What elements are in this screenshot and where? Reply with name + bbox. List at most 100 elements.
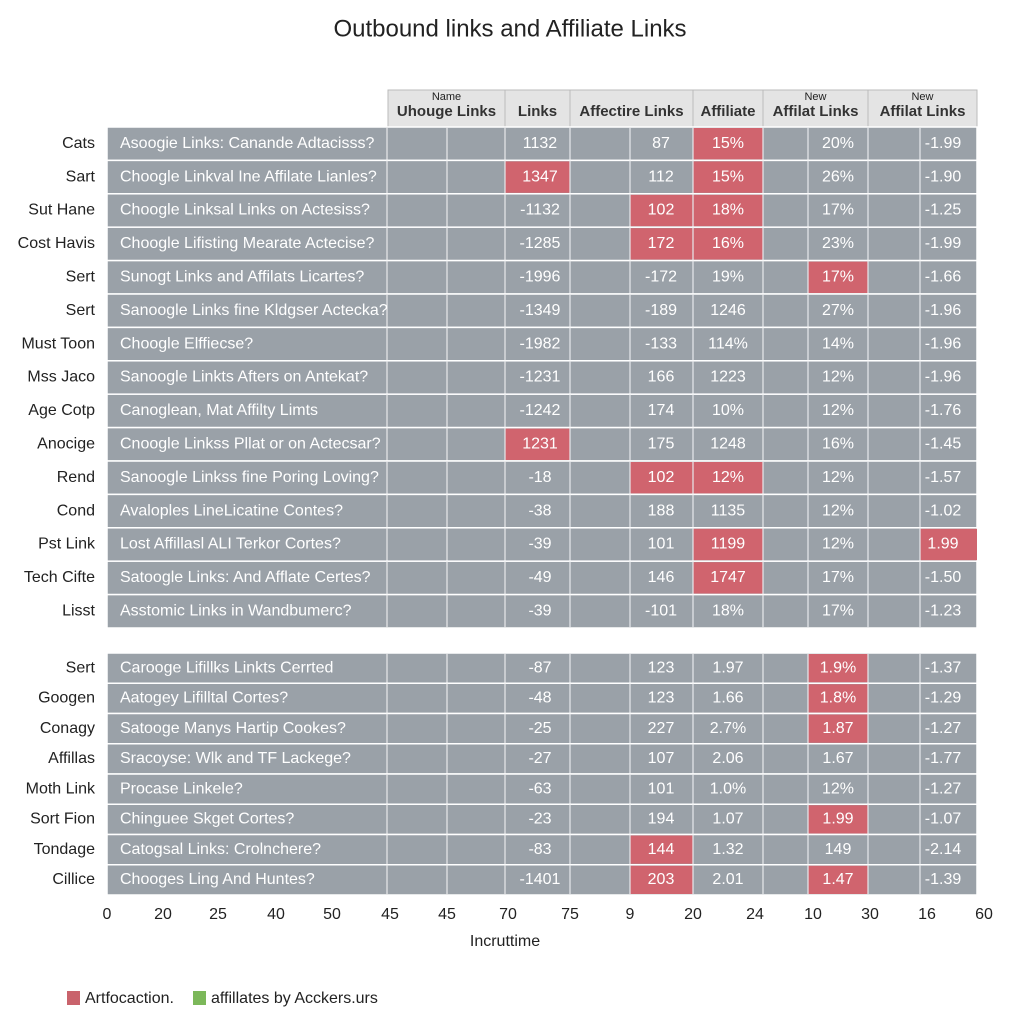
cell-value: 1.67 bbox=[822, 750, 853, 767]
row bbox=[106, 226, 978, 262]
row-label: Cost Havis bbox=[18, 235, 95, 252]
cell-value: 1223 bbox=[710, 369, 746, 386]
cell-value: 26% bbox=[822, 168, 854, 185]
highlight-cell bbox=[920, 528, 977, 561]
legend-label: Artfocaction. bbox=[85, 990, 174, 1007]
cell-value: 123 bbox=[648, 690, 675, 707]
cell-value: -39 bbox=[528, 536, 551, 553]
cell-value: 166 bbox=[648, 369, 675, 386]
cell-value: 175 bbox=[648, 436, 675, 453]
axis-tick-label: 20 bbox=[154, 906, 172, 923]
cell-text: Carooge Lifillks Linkts Cerrted bbox=[120, 659, 333, 676]
row-label: Sart bbox=[66, 168, 96, 185]
cell-value: 12% bbox=[712, 469, 744, 486]
cell-value: 1.97 bbox=[712, 659, 743, 676]
row bbox=[106, 393, 978, 429]
highlight-cell bbox=[808, 865, 868, 894]
cell-value: 146 bbox=[648, 569, 675, 586]
cell-value: 87 bbox=[652, 135, 670, 152]
cell-value: -83 bbox=[528, 841, 551, 858]
header-top: New bbox=[911, 91, 933, 103]
axis-tick-label: 50 bbox=[323, 906, 341, 923]
cell-text: Asoogie Links: Canande Adtacisss? bbox=[120, 135, 374, 152]
cell-value: -1.02 bbox=[925, 502, 962, 519]
cell-value: 1231 bbox=[522, 436, 558, 453]
cell-value: 12% bbox=[822, 369, 854, 386]
axis-tick-label: 25 bbox=[209, 906, 227, 923]
axis-tick-label: 45 bbox=[438, 906, 456, 923]
cell-value: 1.9% bbox=[820, 659, 856, 676]
axis-tick-label: 70 bbox=[499, 906, 517, 923]
cell-value: -1.39 bbox=[925, 871, 962, 888]
row-label: Googen bbox=[38, 690, 95, 707]
cell-value: 194 bbox=[648, 811, 675, 828]
axis-tick-label: 0 bbox=[103, 906, 112, 923]
cell-value: -18 bbox=[528, 469, 551, 486]
row-label: Anocige bbox=[37, 436, 95, 453]
cell-value: 2.7% bbox=[710, 720, 746, 737]
cell-text: Asstomic Links in Wandbumerc? bbox=[120, 603, 352, 620]
highlight-cell bbox=[630, 835, 693, 864]
cell-value: -189 bbox=[645, 302, 677, 319]
cell-value: -27 bbox=[528, 750, 551, 767]
cell-value: -87 bbox=[528, 659, 551, 676]
cell-value: 227 bbox=[648, 720, 675, 737]
cell-value: 12% bbox=[822, 536, 854, 553]
row bbox=[106, 326, 978, 362]
title: Outbound links and Affiliate Links bbox=[333, 15, 686, 42]
cell-text: Sracoyse: Wlk and TF Lackege? bbox=[120, 750, 351, 767]
highlight-cell bbox=[808, 714, 868, 743]
row-label: Conagy bbox=[40, 720, 95, 737]
row-label: Tech Cifte bbox=[24, 569, 95, 586]
cell-text: Satoogle Links: And Afflate Certes? bbox=[120, 569, 371, 586]
row-label: Cond bbox=[57, 502, 95, 519]
cell-value: -1231 bbox=[520, 369, 561, 386]
row bbox=[106, 593, 978, 629]
axis-tick-label: 20 bbox=[684, 906, 702, 923]
cell-text: Choogle Linkval Ine Affilate Lianles? bbox=[120, 168, 377, 185]
cell-value: -1.57 bbox=[925, 469, 962, 486]
row-label: Cats bbox=[62, 135, 95, 152]
highlight-cell bbox=[693, 161, 763, 193]
row-label: Tondage bbox=[34, 841, 95, 858]
header-label: Affiliate bbox=[700, 103, 755, 120]
cell-value: 17% bbox=[822, 569, 854, 586]
row bbox=[106, 833, 978, 866]
highlight-cell bbox=[693, 562, 763, 594]
highlight-cell bbox=[505, 161, 570, 193]
cell-text: Sanoogle Links fine Kldgser Actecka? bbox=[120, 302, 388, 319]
row-label: Rend bbox=[57, 469, 95, 486]
row bbox=[106, 560, 978, 596]
cell-value: 12% bbox=[822, 780, 854, 797]
row-label: Mss Jaco bbox=[27, 369, 95, 386]
row-label: Sort Fion bbox=[30, 811, 95, 828]
cell-value: 19% bbox=[712, 269, 744, 286]
cell-text: Choogle Linksal Links on Actesiss? bbox=[120, 202, 370, 219]
cell-value: 1199 bbox=[711, 536, 746, 553]
header-top: New bbox=[804, 91, 826, 103]
cell-text: Avaloples LineLicatine Contes? bbox=[120, 502, 343, 519]
cell-value: -48 bbox=[528, 690, 551, 707]
axis-tick-label: 9 bbox=[626, 906, 635, 923]
cell-value: -1401 bbox=[520, 871, 561, 888]
cell-value: 1347 bbox=[522, 168, 558, 185]
header-label: Uhouge Links bbox=[397, 103, 496, 120]
cell-value: -1.99 bbox=[925, 135, 962, 152]
cell-value: -101 bbox=[645, 603, 677, 620]
row-label: Affillas bbox=[48, 750, 95, 767]
header-label: Affilat Links bbox=[880, 103, 966, 120]
cell-value: 17% bbox=[822, 202, 854, 219]
cell-value: 102 bbox=[648, 202, 675, 219]
cell-value: 1.87 bbox=[822, 720, 853, 737]
row-label: Cillice bbox=[52, 871, 95, 888]
cell-value: 17% bbox=[822, 269, 854, 286]
highlight-cell bbox=[630, 228, 693, 260]
cell-value: 123 bbox=[648, 659, 675, 676]
legend-swatch bbox=[193, 991, 206, 1005]
cell-value: 16% bbox=[712, 235, 744, 252]
row bbox=[106, 743, 978, 775]
cell-value: 2.01 bbox=[712, 871, 743, 888]
cell-value: 1.8% bbox=[820, 690, 856, 707]
cell-text: Chooges Ling And Huntes? bbox=[120, 871, 315, 888]
